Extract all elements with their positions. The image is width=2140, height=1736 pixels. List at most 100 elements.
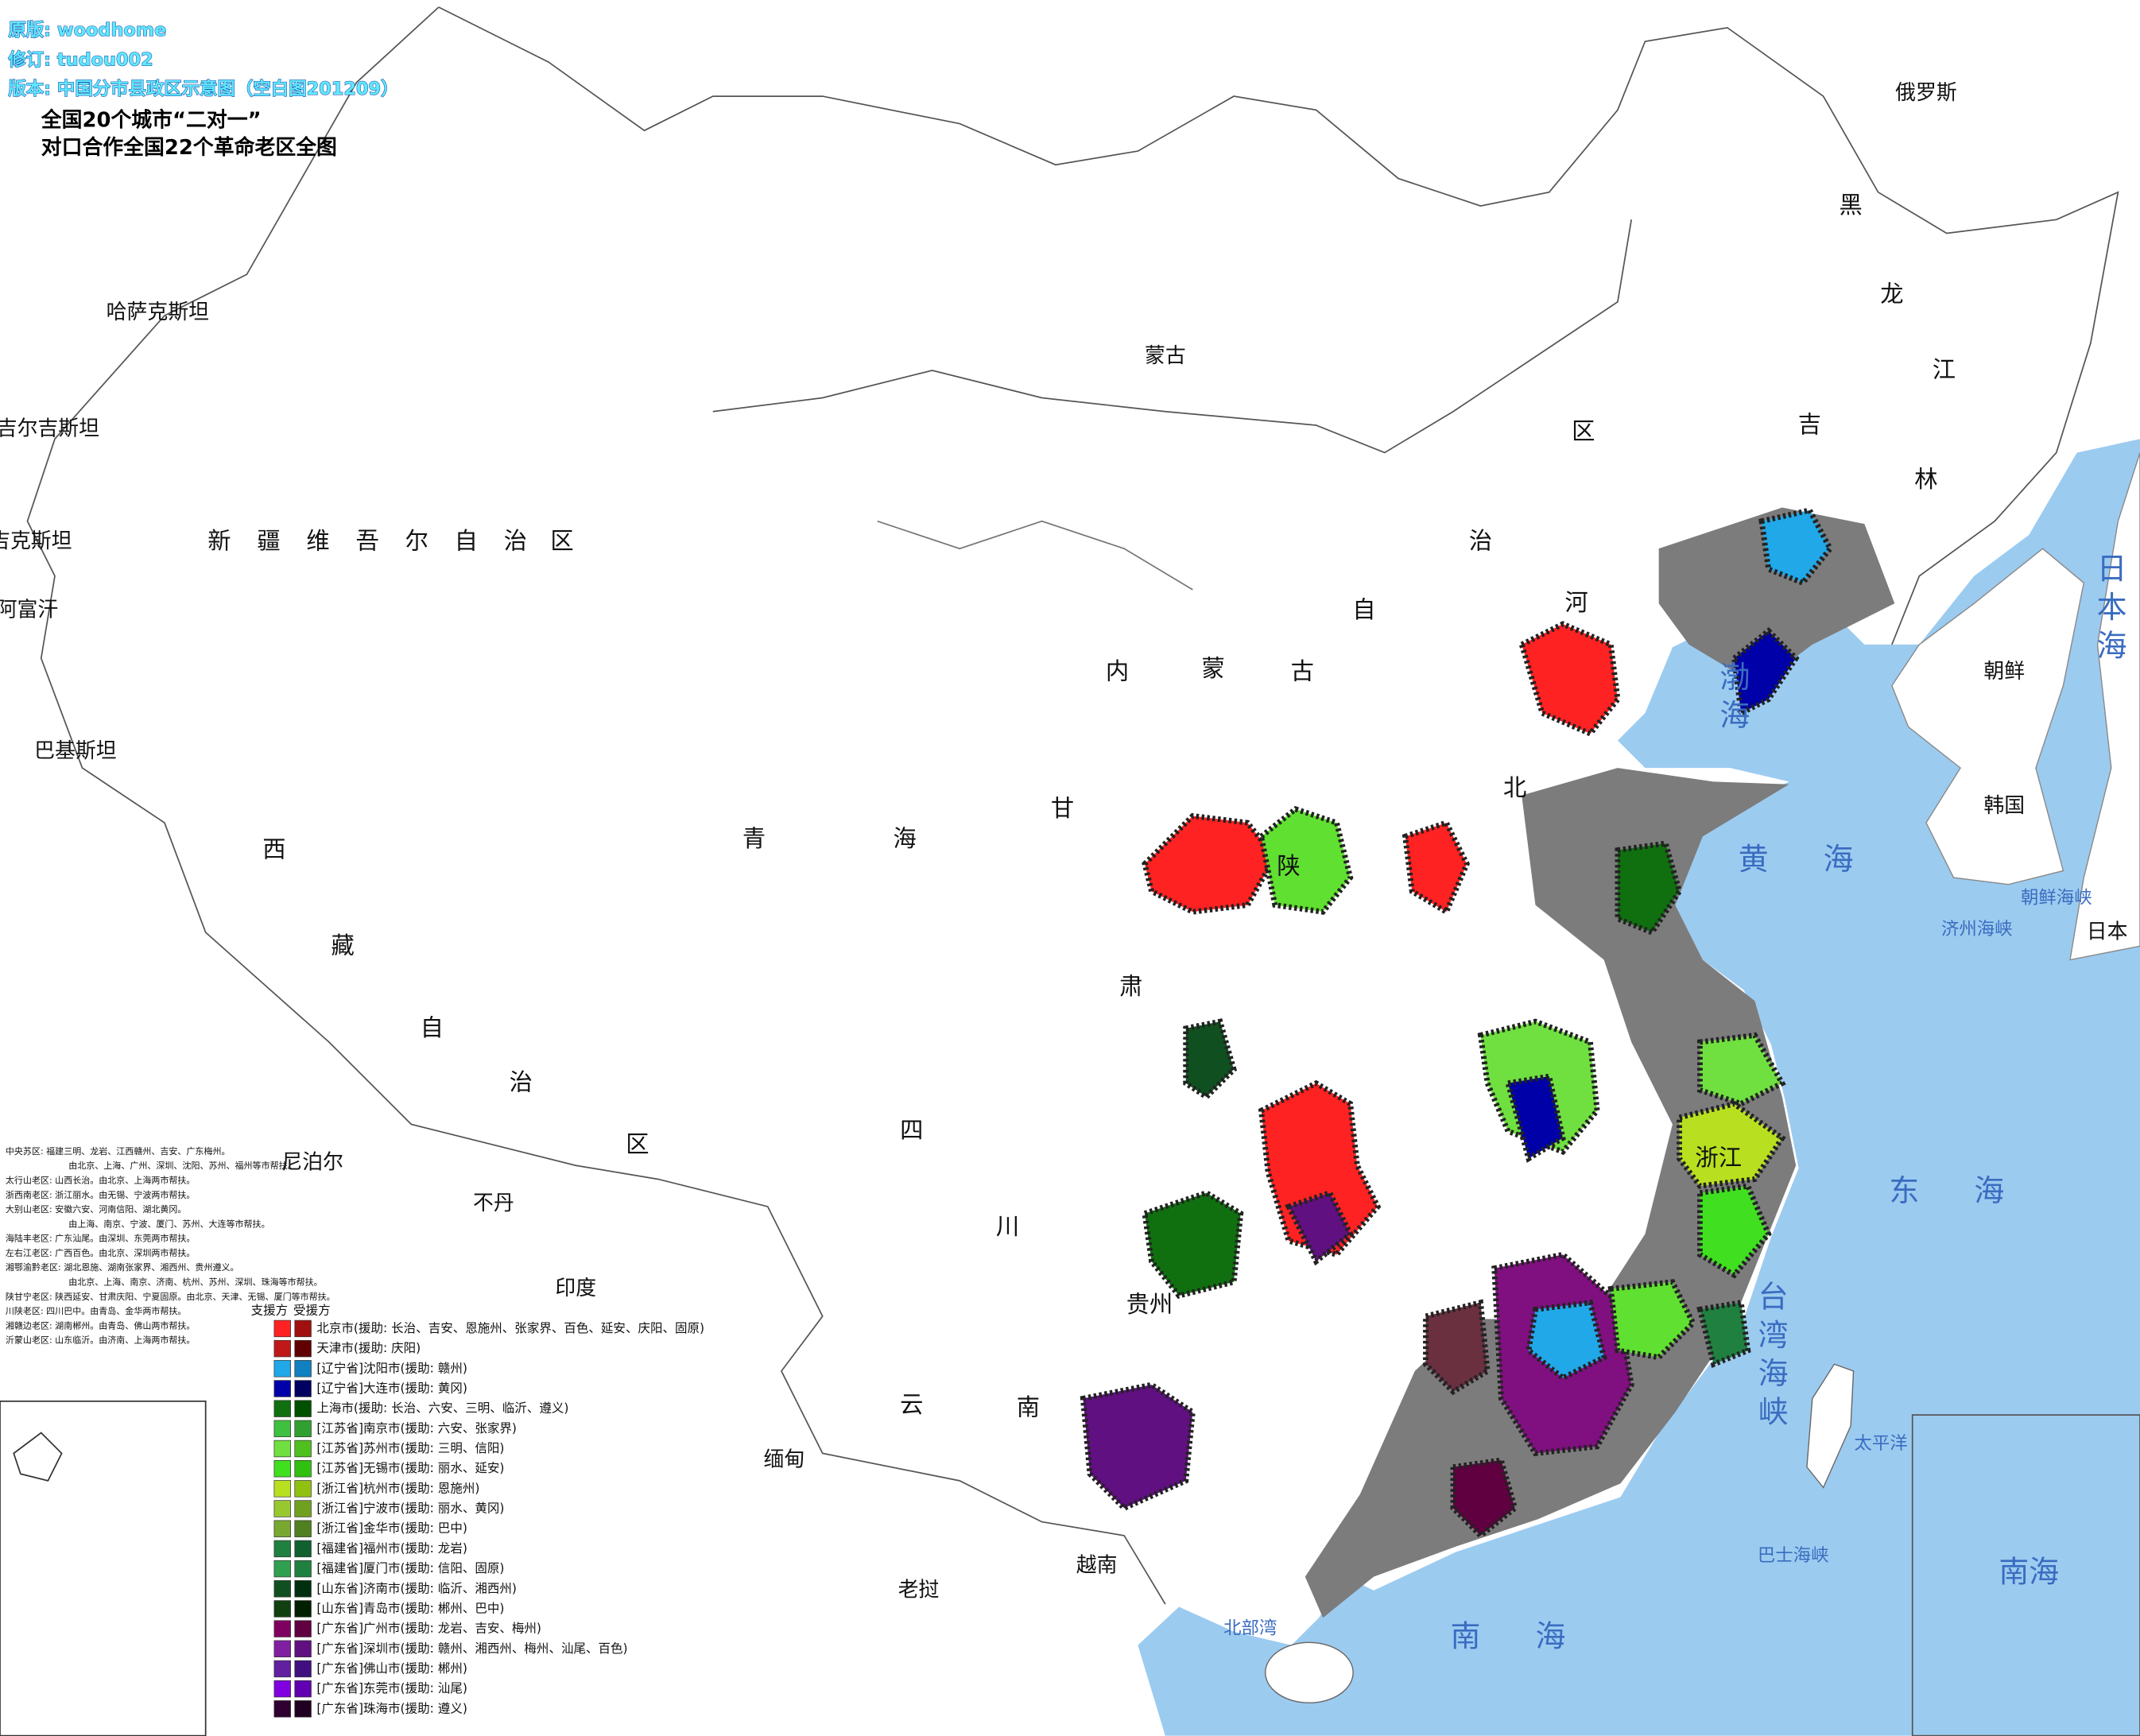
legend-item: [山东省]济南市(援助: 临沂、湘西州)	[316, 1581, 517, 1595]
legend-swatch	[273, 1640, 291, 1657]
country-label: 朝鲜	[1983, 660, 2025, 684]
country-label: 尼泊尔	[281, 1150, 343, 1174]
legend-header: 支援方	[251, 1304, 289, 1318]
note: 川陕老区: 四川巴中。由青岛、金华两市帮扶。	[6, 1305, 187, 1316]
liaoning	[1658, 507, 1895, 686]
header: 原版: woodhome 修订: tudou002 版本: 中国分市县政区示意图（空…	[7, 18, 399, 160]
note: 陕甘宁老区: 陕西延安、甘肃庆阳、宁夏固原。由北京、天津、无锡、厦门等市帮扶。	[6, 1291, 335, 1302]
country-label: 不丹	[473, 1192, 514, 1215]
province-label: 青海	[742, 824, 917, 851]
legend-item: 北京市(援助: 长治、吉安、恩施州、张家界、百色、延安、庆阳、固原)	[316, 1321, 704, 1335]
province-label: 吉林	[1798, 410, 1938, 492]
note: 沂蒙山老区: 山东临沂。由济南、上海两市帮扶。	[6, 1335, 196, 1346]
province-label: 云南	[900, 1391, 1040, 1420]
sea-label: 朝鲜海峡	[2021, 887, 2092, 908]
country-label: 吉尔吉斯坦	[0, 417, 99, 441]
coastal-provinces	[1305, 768, 1797, 1618]
legend-swatch	[294, 1380, 312, 1397]
legend-swatch	[294, 1500, 312, 1517]
province-label: 浙江	[1695, 1144, 1742, 1171]
legend-swatch	[273, 1339, 291, 1358]
credit: 原版: woodhome	[8, 19, 166, 41]
country-label: 老挝	[898, 1578, 940, 1602]
legend-swatch	[273, 1520, 291, 1537]
legend-swatch	[273, 1560, 291, 1578]
legend-swatch	[294, 1420, 312, 1438]
legend-item: 天津市(援助: 庆阳)	[316, 1341, 421, 1355]
province-label: 河北	[1503, 589, 1588, 801]
country-label: 韩国	[1983, 794, 2025, 818]
country-label: 巴基斯坦	[34, 739, 116, 763]
legend-swatch	[294, 1600, 312, 1618]
country-label: 缅甸	[764, 1447, 805, 1471]
legend-swatch	[294, 1360, 312, 1378]
province-label: 黑龙江	[1839, 192, 1956, 383]
credit: 版本: 中国分市县政区示意图（空白图201209）	[8, 78, 398, 99]
note: 由北京、上海、广州、深圳、沈阳、苏州、福州等市帮扶。	[68, 1160, 296, 1171]
legend-item: [浙江省]金华市(援助: 巴中)	[316, 1521, 467, 1536]
legend-swatch	[273, 1459, 291, 1478]
legend-item: [福建省]福州市(援助: 龙岩)	[316, 1541, 467, 1556]
province-label: 四川	[900, 1117, 1019, 1240]
legend-item: 上海市(援助: 长治、六安、三明、临沂、遵义)	[316, 1401, 568, 1416]
legend-item: [辽宁省]大连市(援助: 黄冈)	[316, 1381, 467, 1395]
legend-swatch	[273, 1660, 291, 1678]
country-label: 俄罗斯	[1895, 81, 1957, 105]
sea-label: 巴士海峡	[1758, 1545, 1829, 1566]
legend-swatch	[294, 1660, 312, 1678]
note: 太行山老区: 山西长治。由北京、上海两市帮扶。	[6, 1175, 196, 1186]
legend-swatch	[294, 1400, 312, 1417]
country-label: 哈萨克斯坦	[107, 300, 209, 324]
korea	[1891, 548, 2085, 885]
inset-island	[13, 1432, 63, 1482]
note: 浙西南老区: 浙江丽水。由无锡、宁波两市帮扶。	[6, 1189, 196, 1200]
country-label: 印度	[555, 1277, 596, 1300]
sea-label: 黄海	[1739, 842, 1909, 877]
note: 海陆丰老区: 广东汕尾。由深圳、东莞两市帮扶。	[6, 1233, 196, 1244]
legend-item: [广东省]珠海市(援助: 遵义)	[316, 1701, 467, 1715]
note: 湘赣边老区: 湖南郴州。由青岛、佛山两市帮扶。	[6, 1319, 196, 1331]
legend-header: 受援方	[293, 1304, 331, 1318]
legend-swatch	[273, 1500, 291, 1517]
note: 由北京、上海、南京、济南、杭州、苏州、深圳、珠海等市帮扶。	[68, 1276, 322, 1287]
note: 大别山老区: 安徽六安、河南信阳、湖北黄冈。	[6, 1203, 187, 1215]
sea-label: 北部湾	[1223, 1618, 1277, 1639]
legend-swatch	[294, 1640, 312, 1657]
sea-label: 台湾海峡	[1753, 1281, 1788, 1434]
title: 对口合作全国22个革命老区全图	[41, 135, 337, 160]
sea-label: 济州海峡	[1941, 919, 2013, 940]
sea-label: 东海	[1889, 1173, 2059, 1208]
country-label: 塔吉克斯坦	[0, 529, 72, 553]
legend-swatch	[294, 1620, 312, 1637]
sea-label: 南海	[1451, 1619, 1621, 1654]
sea-label: 太平洋	[1854, 1433, 1907, 1454]
country-label: 蒙古	[1145, 344, 1186, 368]
legend-item: [浙江省]杭州市(援助: 恩施州)	[316, 1481, 479, 1495]
legend-swatch	[294, 1540, 312, 1558]
title: 全国20个城市“二对一”	[41, 108, 262, 133]
province-label: 陕	[1277, 852, 1300, 879]
legend-swatch	[273, 1620, 291, 1637]
legend-item: [广东省]广州市(援助: 龙岩、吉安、梅州)	[316, 1622, 541, 1636]
aid-regions	[1080, 506, 1834, 1540]
sea-label: 日本海	[2092, 552, 2126, 668]
legend-swatch	[273, 1700, 291, 1718]
legend-swatch	[294, 1440, 312, 1458]
legend-swatch	[294, 1580, 312, 1598]
legend-swatch	[273, 1480, 291, 1498]
legend-swatch	[294, 1700, 312, 1718]
legend-swatch	[273, 1400, 291, 1417]
legend-swatch	[273, 1540, 291, 1558]
credit: 修订: tudou002	[7, 49, 153, 71]
notes: 中央苏区: 福建三明、龙岩、江西赣州、吉安、广东梅州。由北京、上海、广州、深圳、…	[6, 1145, 335, 1346]
hainan	[1265, 1641, 1354, 1703]
province-label: 新疆维吾尔自治区	[207, 527, 573, 554]
legend-swatch	[294, 1560, 312, 1578]
legend-swatch	[273, 1420, 291, 1438]
legend-swatch	[273, 1680, 291, 1698]
legend-swatch	[273, 1360, 291, 1378]
south-sea-inset-right	[1911, 1414, 2140, 1736]
legend-swatch	[294, 1319, 312, 1338]
